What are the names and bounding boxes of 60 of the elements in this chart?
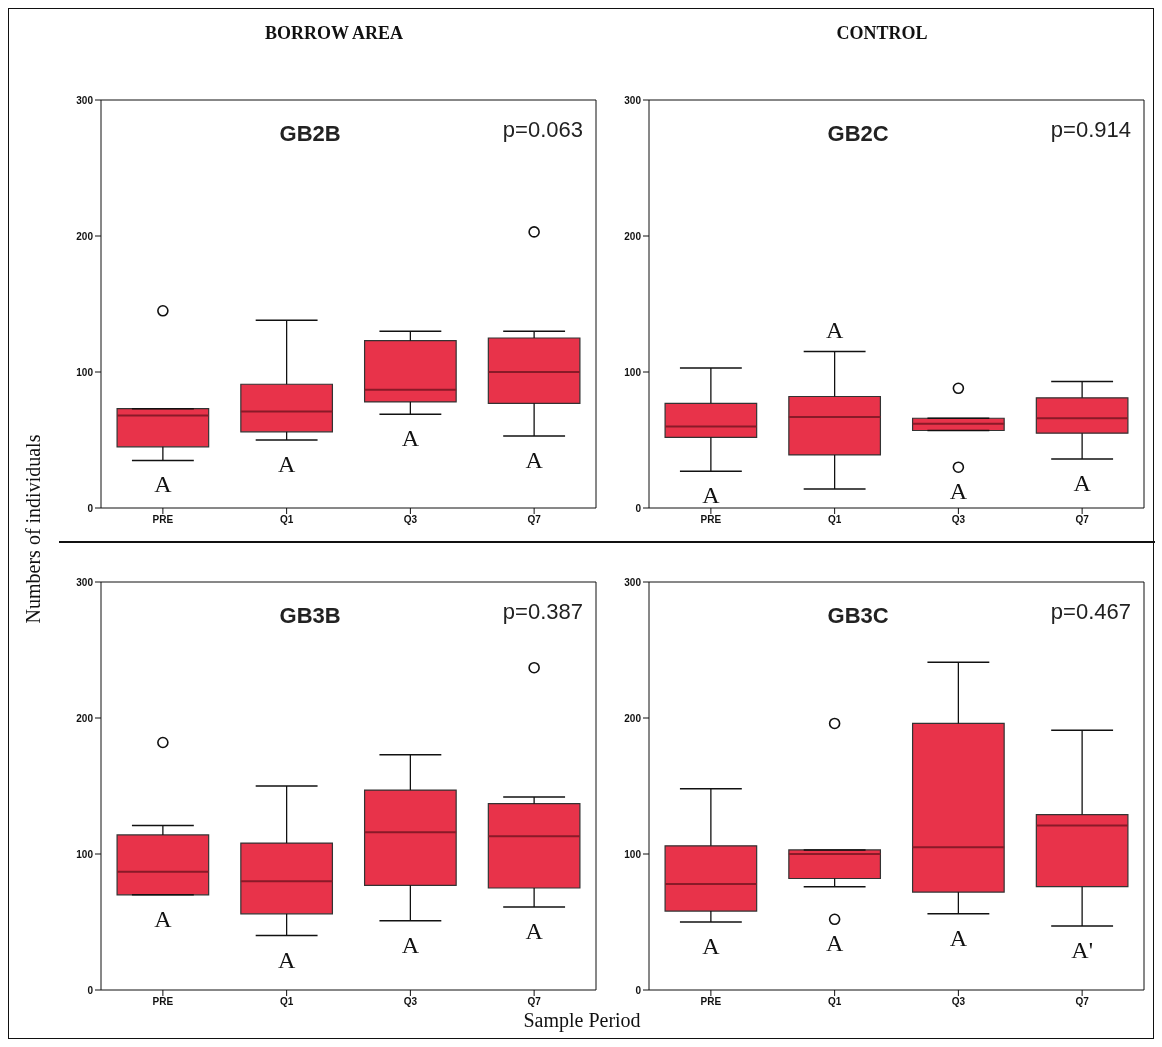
x-tick-label: PRE xyxy=(700,996,722,1008)
y-tick-label: 200 xyxy=(624,230,642,242)
y-tick-label: 200 xyxy=(76,712,94,724)
annotation: p=0.467 xyxy=(1050,599,1131,625)
y-tick-label: 0 xyxy=(635,984,642,996)
x-tick-label: Q1 xyxy=(827,996,842,1008)
annotation: A xyxy=(702,933,721,959)
chart-title: CONTROL xyxy=(835,23,929,44)
x-tick-label: PRE xyxy=(700,514,722,526)
annotation: A xyxy=(1073,470,1092,497)
text: GB3B xyxy=(279,603,341,629)
annotation: p=0.914 xyxy=(1050,117,1131,143)
annotation: A xyxy=(702,482,721,509)
y-tick-label: 300 xyxy=(624,94,642,106)
annotation: A' xyxy=(1071,937,1093,964)
y-tick-label: 100 xyxy=(624,848,642,860)
annotation: A xyxy=(401,425,420,452)
text: GB2B xyxy=(279,121,341,147)
x-tick-label: Q7 xyxy=(527,514,542,526)
y-tick-label: 100 xyxy=(76,366,94,378)
annotation: A xyxy=(401,931,420,958)
annotation: A xyxy=(949,478,968,505)
x-tick-label: Q1 xyxy=(279,514,294,526)
text: GB3C xyxy=(827,603,889,629)
y-tick-label: 100 xyxy=(624,366,642,378)
x-tick-label: Q3 xyxy=(403,514,418,526)
y-tick-label: 300 xyxy=(76,94,94,106)
x-tick-label: Q3 xyxy=(951,514,966,526)
x-tick-label: Q1 xyxy=(279,996,294,1008)
annotation: A xyxy=(525,918,544,945)
text: GB2C xyxy=(827,121,889,147)
annotation: A xyxy=(154,471,173,498)
annotation: A xyxy=(525,446,544,473)
y-tick-label: 0 xyxy=(87,502,94,514)
x-tick-label: Q3 xyxy=(951,996,966,1008)
annotation: A xyxy=(154,905,173,932)
x-tick-label: PRE xyxy=(152,514,174,526)
annotation: A xyxy=(825,930,844,957)
x-tick-label: Q7 xyxy=(1075,514,1090,526)
y-axis-title: Numbers of individuals xyxy=(21,434,45,624)
annotation: A xyxy=(825,316,844,343)
y-tick-label: 200 xyxy=(76,230,94,242)
y-tick-label: 200 xyxy=(624,712,642,724)
y-tick-label: 0 xyxy=(87,984,94,996)
y-tick-label: 300 xyxy=(76,576,94,588)
y-tick-label: 100 xyxy=(76,848,94,860)
chart-title: BORROW AREA xyxy=(263,23,405,44)
annotation: p=0.063 xyxy=(502,117,583,143)
annotation: A xyxy=(949,924,968,951)
x-tick-label: Q7 xyxy=(527,996,542,1008)
annotation: p=0.387 xyxy=(502,599,583,625)
x-axis-title: Sample Period xyxy=(522,1009,642,1032)
x-tick-label: PRE xyxy=(152,996,174,1008)
y-tick-label: 300 xyxy=(624,576,642,588)
x-tick-label: Q7 xyxy=(1075,996,1090,1008)
x-tick-label: Q1 xyxy=(827,514,842,526)
annotation: A xyxy=(277,946,296,973)
x-tick-label: Q3 xyxy=(403,996,418,1008)
y-tick-label: 0 xyxy=(635,502,642,514)
annotation: A xyxy=(277,451,296,477)
